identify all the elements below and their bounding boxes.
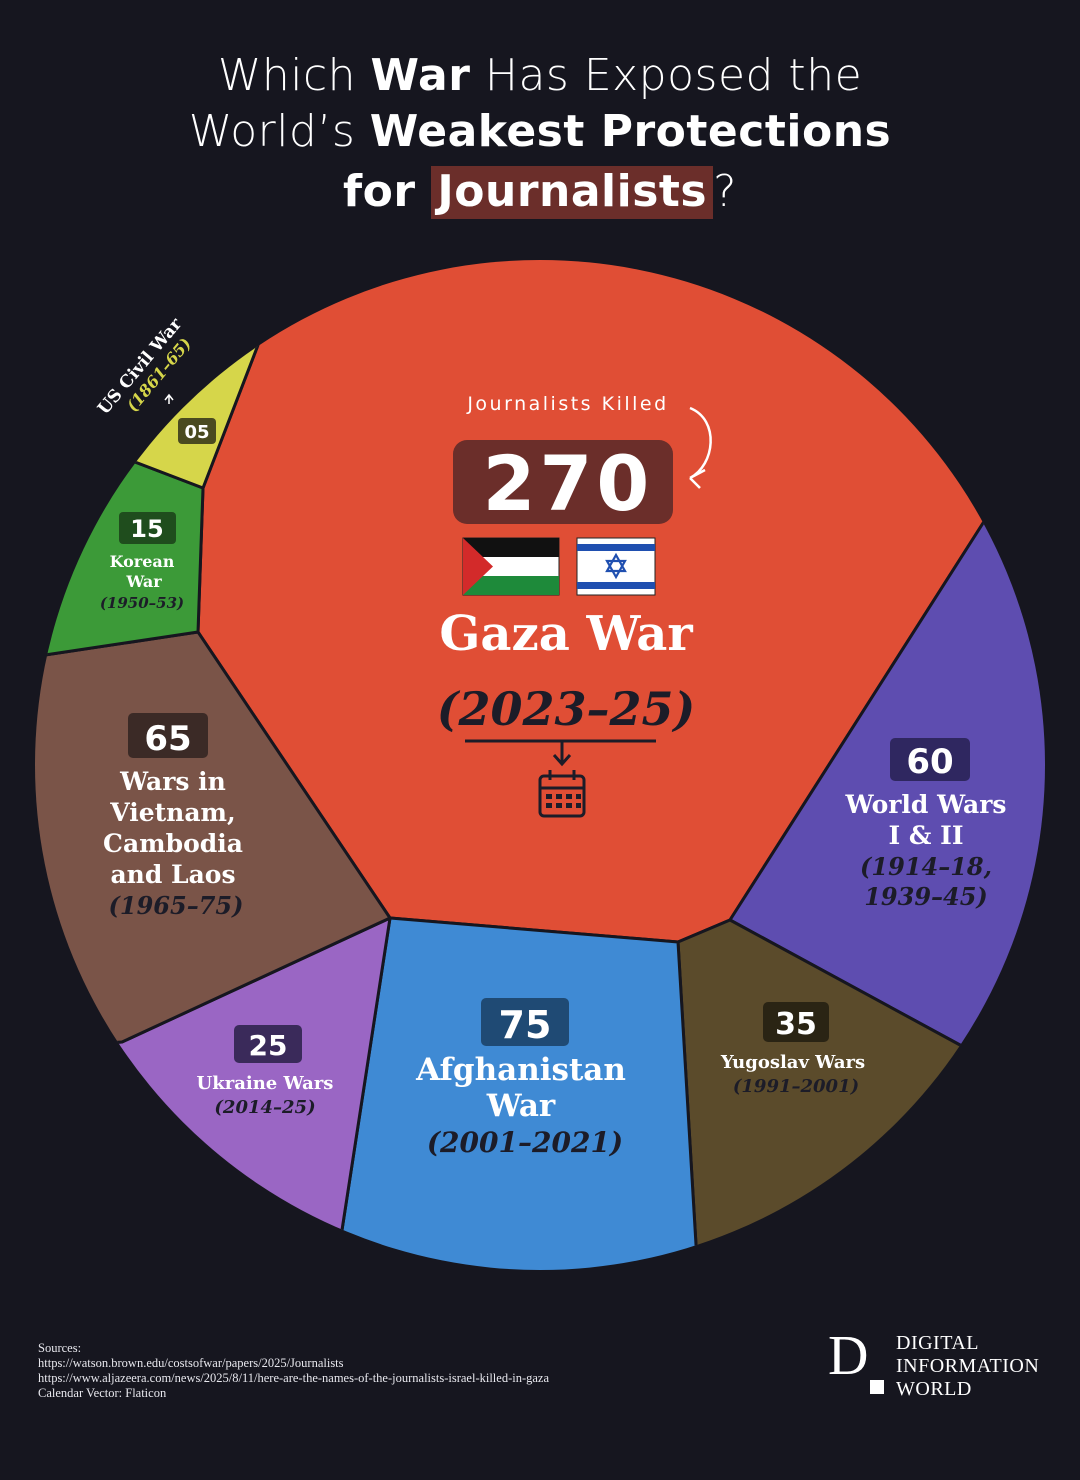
sources-heading: Sources:	[38, 1341, 82, 1355]
gaza-period: (2023–25)	[437, 682, 696, 736]
israel-flag-icon	[576, 537, 656, 596]
yugo-name: Yugoslav Wars	[720, 1052, 865, 1073]
ww-name-line1: World Wars	[845, 790, 1007, 819]
calendar-icon	[538, 741, 586, 818]
korea-name-line1: Korean	[110, 552, 175, 571]
journalists-killed-label: Journalists Killed	[466, 393, 668, 415]
afg-name-line1: Afghanistan	[415, 1052, 626, 1088]
page-title: Which War Has Exposed the World’s Weakes…	[0, 48, 1080, 220]
viet-period: (1965–75)	[109, 891, 244, 920]
title-text: ?	[713, 166, 737, 217]
brand-name-line: DIGITAL	[896, 1332, 979, 1354]
viet-name-line3: Cambodia	[103, 829, 243, 858]
afg-period: (2001–2021)	[427, 1126, 623, 1159]
source-link[interactable]: https://watson.brown.edu/costsofwar/pape…	[38, 1356, 344, 1370]
title-text: Has Exposed the	[470, 50, 863, 101]
title-line-3: for Journalists?	[0, 164, 1080, 220]
ukr-value-badge	[234, 1025, 302, 1063]
source-credit: Calendar Vector: Flaticon	[38, 1386, 167, 1400]
gaza-value: 270	[483, 439, 654, 528]
title-highlight: Journalists	[431, 166, 714, 219]
brand-name-line: INFORMATION	[896, 1355, 1040, 1377]
ukr-period: (2014–25)	[214, 1097, 315, 1118]
title-text: World’s	[188, 106, 370, 157]
title-line-1: Which War Has Exposed the	[0, 48, 1080, 104]
gaza-value-badge	[453, 440, 673, 524]
brand-letter: D	[828, 1325, 869, 1387]
ww-period-line2: 1939–45)	[864, 882, 988, 911]
source-link[interactable]: https://www.aljazeera.com/news/2025/8/11…	[38, 1371, 550, 1385]
us-value: 05	[184, 422, 209, 443]
title-text: for	[343, 166, 432, 217]
viet-name-line1: Wars in	[119, 767, 226, 796]
afg-value: 75	[499, 1003, 552, 1047]
ww-period-line1: (1914–18,	[860, 852, 992, 881]
afg-name-line2: War	[486, 1088, 556, 1124]
yugo-value-badge	[763, 1002, 829, 1042]
ukr-name: Ukraine Wars	[197, 1073, 334, 1094]
viet-value: 65	[144, 719, 191, 759]
korea-value-badge	[119, 512, 176, 544]
afg-value-badge	[481, 998, 569, 1046]
brand-name-line: WORLD	[896, 1378, 972, 1400]
us-value-badge	[178, 418, 216, 444]
title-text: Which	[217, 50, 371, 101]
brand-logo: D DIGITAL INFORMATION WORLD	[828, 1326, 1058, 1402]
gaza-name: Gaza War	[439, 606, 693, 662]
viet-name-line4: and Laos	[110, 860, 235, 889]
brand-name: DIGITAL INFORMATION WORLD	[896, 1332, 1039, 1401]
ww-value-badge	[890, 738, 970, 781]
up-arrow-icon	[164, 393, 174, 404]
viet-name-line2: Vietnam,	[109, 798, 235, 827]
brand-square-icon	[870, 1380, 884, 1394]
title-text: War	[370, 50, 471, 101]
ukr-value: 25	[249, 1029, 288, 1062]
ww-value: 60	[906, 742, 953, 782]
curved-arrow-icon	[689, 406, 712, 489]
korea-period: (1950–53)	[100, 594, 184, 612]
yugo-value: 35	[775, 1007, 817, 1042]
korea-name-line2: War	[125, 572, 162, 591]
ww-name-line2: I & II	[888, 821, 963, 850]
yugo-period: (1991–2001)	[733, 1076, 859, 1097]
sources: Sources: https://watson.brown.edu/costso…	[38, 1341, 549, 1401]
palestine-flag-icon	[462, 537, 560, 596]
viet-value-badge	[128, 713, 208, 758]
korea-value: 15	[130, 515, 163, 543]
title-line-2: World’s Weakest Protections	[0, 104, 1080, 160]
title-text: Weakest Protections	[369, 106, 892, 157]
